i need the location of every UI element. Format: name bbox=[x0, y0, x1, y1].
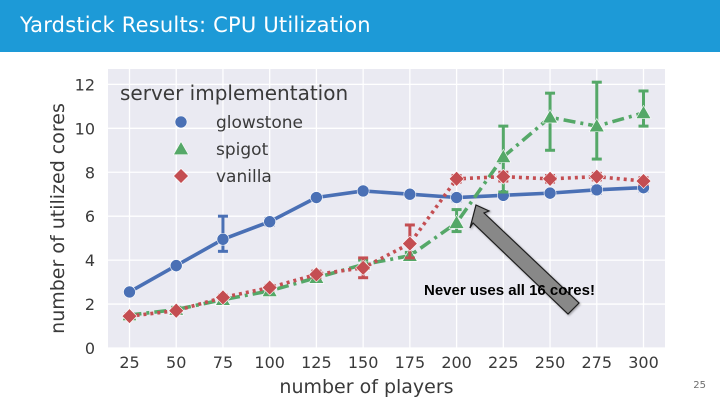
glowstone-point bbox=[216, 232, 230, 246]
vanilla-point bbox=[215, 289, 231, 306]
glowstone-series-line bbox=[128, 185, 644, 294]
glowstone-point bbox=[263, 215, 276, 228]
vanilla-point bbox=[168, 302, 185, 319]
legend-spigot-marker bbox=[172, 140, 190, 155]
page-number: 25 bbox=[693, 380, 706, 391]
glowstone-point bbox=[310, 191, 323, 204]
y-axis-label: number of utilized cores bbox=[47, 103, 69, 334]
x-tick-label: 75 bbox=[213, 353, 233, 372]
legend-vanilla-label: vanilla bbox=[216, 167, 272, 187]
x-tick-label: 175 bbox=[395, 353, 426, 372]
y-tick-label: 2 bbox=[85, 295, 95, 314]
y-tick-label: 6 bbox=[85, 207, 95, 226]
vanilla-point bbox=[401, 235, 418, 252]
spigot-point bbox=[448, 214, 465, 229]
y-tick-label: 4 bbox=[85, 251, 95, 270]
x-tick-label: 200 bbox=[441, 353, 472, 372]
glowstone-point bbox=[403, 187, 417, 201]
legend-title: server implementation bbox=[120, 81, 348, 105]
y-tick-label: 0 bbox=[85, 339, 95, 358]
spigot-point bbox=[495, 148, 512, 163]
cpu-utilization-chart: 0 2 4 6 8 10 12 25 50 75 100 125 150 175 200 225 250 275 3… bbox=[47, 69, 665, 398]
x-axis-label: number of players bbox=[279, 376, 453, 398]
spigot-point bbox=[635, 104, 652, 119]
spigot-series-line bbox=[129, 111, 644, 317]
vanilla-point bbox=[588, 168, 605, 185]
glowstone-point bbox=[450, 191, 463, 204]
x-tick-label: 275 bbox=[582, 353, 613, 372]
vanilla-point bbox=[635, 173, 652, 189]
x-tick-label: 50 bbox=[166, 353, 186, 372]
glowstone-point bbox=[543, 186, 557, 200]
spigot-point bbox=[588, 118, 605, 133]
legend-glowstone-marker bbox=[174, 115, 188, 129]
vanilla-point bbox=[542, 170, 558, 187]
spigot-point bbox=[542, 109, 559, 124]
slide-title: Yardstick Results: CPU Utilization bbox=[20, 13, 371, 37]
vanilla-point bbox=[495, 168, 512, 185]
vanilla-point bbox=[448, 170, 465, 187]
title-bar: Yardstick Results: CPU Utilization bbox=[0, 0, 720, 52]
annotation-arrow bbox=[469, 204, 580, 315]
legend-vanilla-marker bbox=[173, 168, 189, 184]
x-tick-label: 100 bbox=[254, 353, 285, 372]
x-tick-label: 300 bbox=[628, 353, 659, 372]
vanilla-point bbox=[308, 266, 325, 283]
y-tick-label: 8 bbox=[85, 163, 95, 182]
glowstone-point bbox=[590, 183, 604, 197]
x-tick-label: 150 bbox=[348, 353, 379, 372]
annotation-text: Never uses all 16 cores! bbox=[424, 282, 595, 299]
x-tick-label: 125 bbox=[301, 353, 332, 372]
legend-spigot-label: spigot bbox=[216, 140, 269, 160]
x-tick-label: 225 bbox=[488, 353, 519, 372]
glowstone-point bbox=[123, 285, 136, 299]
glowstone-point bbox=[169, 259, 183, 272]
y-tick-label: 10 bbox=[75, 119, 95, 138]
vanilla-point bbox=[261, 279, 278, 296]
legend-glowstone-label: glowstone bbox=[216, 113, 303, 133]
vanilla-point bbox=[121, 308, 138, 325]
x-tick-label: 25 bbox=[119, 353, 139, 372]
glowstone-point bbox=[356, 184, 370, 198]
y-tick-label: 12 bbox=[75, 75, 95, 94]
x-tick-label: 250 bbox=[535, 353, 566, 372]
vanilla-point bbox=[355, 259, 372, 276]
